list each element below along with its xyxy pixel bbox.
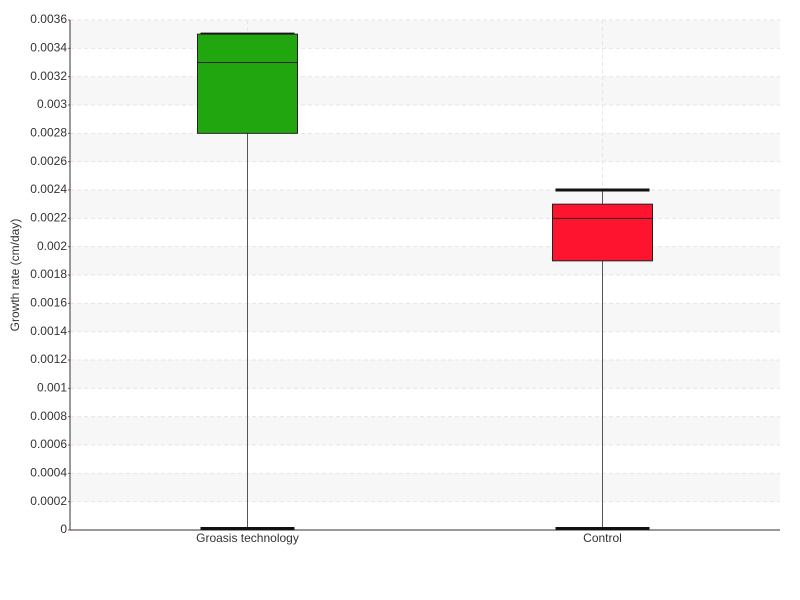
x-tick-label: Groasis technology — [196, 531, 299, 545]
y-axis-label: Growth rate (cm/day) — [8, 219, 22, 332]
y-tick-label: 0.0018 — [30, 267, 67, 281]
y-tick-label: 0.0028 — [30, 126, 67, 140]
y-tick-label: 0 — [60, 522, 67, 536]
y-tick-label: 0.003 — [37, 97, 67, 111]
grid-band — [70, 360, 780, 389]
y-tick-label: 0.0002 — [30, 494, 67, 508]
box — [197, 33, 298, 134]
x-tick-label: Control — [583, 531, 622, 545]
y-tick-label: 0.0014 — [30, 324, 67, 338]
y-tick-label: 0.0016 — [30, 296, 67, 310]
y-tick-label: 0.0006 — [30, 437, 67, 451]
y-tick-label: 0.0008 — [30, 409, 67, 423]
y-tick-label: 0.0032 — [30, 69, 67, 83]
y-tick-label: 0.0024 — [30, 182, 67, 196]
y-tick-label: 0.0004 — [30, 466, 67, 480]
grid-band — [70, 20, 780, 49]
grid-band — [70, 416, 780, 445]
y-tick-label: 0.0034 — [30, 41, 67, 55]
grid-band — [70, 246, 780, 275]
grid-band — [70, 473, 780, 502]
grid-band — [70, 76, 780, 105]
y-tick-label: 0.0036 — [30, 12, 67, 26]
y-tick-label: 0.0022 — [30, 211, 67, 225]
grid-band — [70, 303, 780, 332]
grid-band — [70, 190, 780, 219]
box — [552, 203, 653, 262]
y-tick-label: 0.0026 — [30, 154, 67, 168]
y-tick-label: 0.0012 — [30, 352, 67, 366]
grid-band — [70, 133, 780, 162]
y-tick-label: 0.001 — [37, 381, 67, 395]
y-tick-label: 0.002 — [37, 239, 67, 253]
